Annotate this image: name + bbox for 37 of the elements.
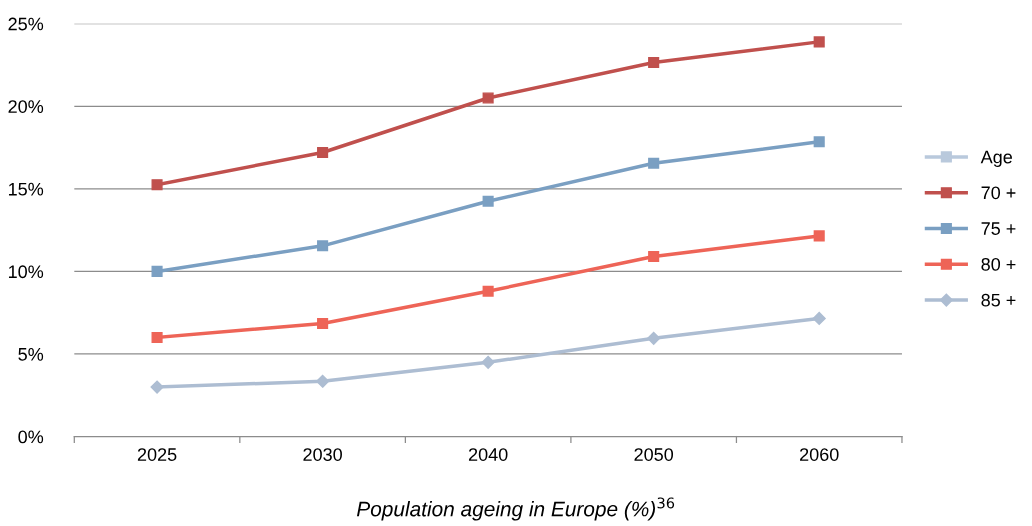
y-tick-label: 25%	[8, 17, 44, 31]
point	[316, 374, 330, 388]
point	[812, 311, 826, 326]
y-tick-label: 20%	[8, 100, 44, 113]
point	[648, 157, 660, 169]
point	[813, 136, 825, 148]
point	[813, 230, 825, 242]
x-tick-label: 2060	[800, 448, 839, 461]
point	[151, 331, 163, 344]
point	[647, 331, 661, 345]
legend-label: 85 +	[981, 293, 1016, 307]
point	[813, 36, 825, 48]
x-tick-label: 2050	[634, 448, 674, 461]
point	[482, 92, 494, 104]
y-tick-label: 5%	[18, 348, 44, 361]
point	[151, 265, 163, 277]
point	[317, 146, 329, 159]
point	[317, 317, 329, 329]
text: Population ageing in Europe (%)$^{36}$	[356, 497, 675, 521]
point	[648, 250, 660, 263]
point	[151, 179, 163, 191]
point	[648, 56, 660, 69]
x-tick-label: 2040	[468, 448, 508, 461]
legend-label: 75 +	[981, 222, 1016, 235]
y-tick-label: 15%	[8, 182, 44, 196]
legend-label: 70 +	[981, 186, 1016, 200]
y-tick-label: 10%	[8, 265, 44, 279]
y-tick-label: 0%	[18, 430, 44, 444]
x-tick-label: 2025	[137, 448, 177, 461]
legend-label: Age	[980, 150, 1012, 167]
point	[482, 285, 494, 297]
point	[481, 355, 495, 369]
point	[150, 380, 164, 394]
x-tick-label: 2030	[303, 448, 342, 461]
point	[482, 195, 494, 207]
point	[317, 240, 329, 252]
legend-label: 80 +	[981, 257, 1016, 271]
